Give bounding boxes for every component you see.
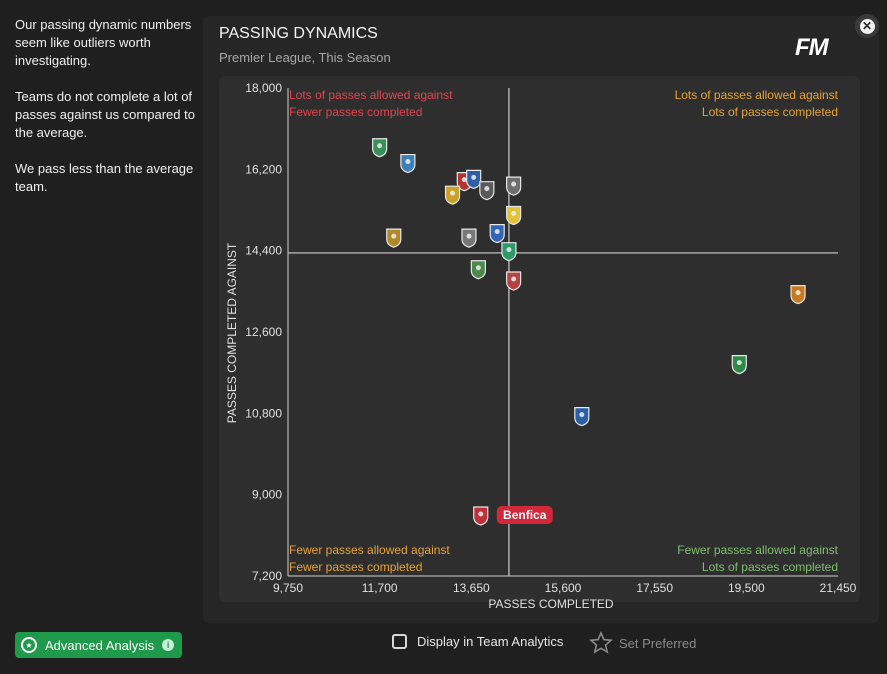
y-tick-label: 7,200 [252, 569, 282, 583]
team-crest-point [574, 406, 590, 427]
advanced-analysis-button[interactable]: ★ Advanced Analysis i [15, 632, 182, 658]
team-crest-point [400, 153, 416, 174]
crest-emblem [391, 233, 397, 239]
crest-emblem [579, 412, 585, 418]
team-crest-point [479, 181, 495, 201]
quadrant-label: Fewer passes allowed against [289, 543, 450, 557]
crest-emblem [484, 186, 490, 192]
x-axis-title: PASSES COMPLETED [488, 597, 613, 611]
quadrant-label: Fewer passes completed [289, 560, 422, 574]
x-tick-label: 9,750 [273, 581, 303, 595]
quadrant-label: Lots of passes completed [702, 105, 838, 119]
team-crest-point [386, 228, 402, 248]
set-preferred-button[interactable]: Set Preferred [589, 631, 696, 655]
close-button[interactable]: ✕ [855, 14, 879, 38]
y-tick-label: 14,400 [245, 244, 282, 258]
chart-title: PASSING DYNAMICS [219, 25, 378, 42]
team-crest-point [506, 271, 522, 291]
crest-emblem [511, 181, 517, 187]
display-in-analytics-toggle[interactable]: Display in Team Analytics [392, 634, 563, 649]
crest-emblem [405, 159, 411, 165]
team-crest-point [731, 355, 747, 375]
crest-emblem [478, 511, 484, 517]
star-outline-icon [589, 631, 613, 654]
close-icon: ✕ [859, 18, 875, 34]
insight-paragraph: Teams do not complete a lot of passes ag… [15, 89, 195, 140]
quadrant-label: Lots of passes allowed against [675, 88, 839, 102]
fm-logo: FM [795, 34, 829, 61]
quadrant-label: Fewer passes allowed against [677, 543, 838, 557]
team-crest-point [461, 228, 477, 248]
team-crest-point [444, 185, 461, 205]
team-crest-point [489, 223, 505, 244]
crest-emblem [511, 211, 517, 217]
team-crest-point [501, 242, 517, 262]
advanced-analysis-label: Advanced Analysis [45, 637, 155, 653]
y-tick-label: 9,000 [252, 488, 282, 502]
x-tick-label: 13,650 [453, 581, 490, 595]
crest-emblem [511, 276, 517, 282]
y-axis-title: PASSES COMPLETED AGAINST [225, 242, 239, 423]
highlight-label-box [496, 506, 553, 524]
x-tick-label: 21,450 [820, 581, 857, 595]
crest-emblem [466, 233, 472, 239]
crest-emblem [377, 143, 383, 149]
crest-emblem [471, 174, 477, 180]
crest-emblem [795, 290, 801, 296]
x-tick-label: 15,600 [545, 581, 582, 595]
crest-emblem [736, 360, 742, 366]
info-icon[interactable]: i [162, 639, 175, 651]
set-preferred-label: Set Preferred [619, 635, 697, 651]
team-crest-point [466, 169, 482, 189]
star-circle-icon: ★ [21, 637, 37, 653]
team-crest-point [506, 205, 522, 226]
crest-emblem [475, 265, 481, 271]
y-tick-label: 18,000 [245, 81, 282, 95]
highlight-label: Benfica [503, 508, 547, 522]
x-tick-label: 11,700 [362, 581, 398, 595]
team-crest-point [470, 260, 486, 280]
quadrant-label: Fewer passes completed [289, 105, 422, 119]
x-tick-label: 17,550 [636, 581, 673, 595]
team-crest-point [372, 138, 388, 158]
x-tick-label: 19,500 [728, 581, 765, 595]
crest-emblem [494, 229, 500, 235]
crest-emblem [506, 247, 512, 253]
crest-emblem [461, 177, 467, 183]
display-checkbox[interactable] [392, 634, 407, 649]
y-tick-label: 16,200 [245, 162, 282, 176]
y-tick-label: 10,800 [245, 406, 282, 420]
y-tick-label: 12,600 [245, 325, 282, 339]
insight-paragraph: Our passing dynamic numbers seem like ou… [15, 17, 192, 68]
team-crest-point [473, 506, 489, 526]
quadrant-label: Lots of passes completed [702, 560, 838, 574]
team-crest-point [790, 284, 806, 305]
display-label: Display in Team Analytics [417, 634, 564, 649]
team-crest-point [506, 176, 522, 196]
crest-emblem [450, 190, 456, 196]
insight-paragraph: We pass less than the average team. [15, 161, 194, 194]
quadrant-label: Lots of passes allowed against [289, 88, 453, 102]
insight-text: Our passing dynamic numbers seem like ou… [15, 16, 200, 214]
chart-subtitle: Premier League, This Season [219, 50, 391, 65]
